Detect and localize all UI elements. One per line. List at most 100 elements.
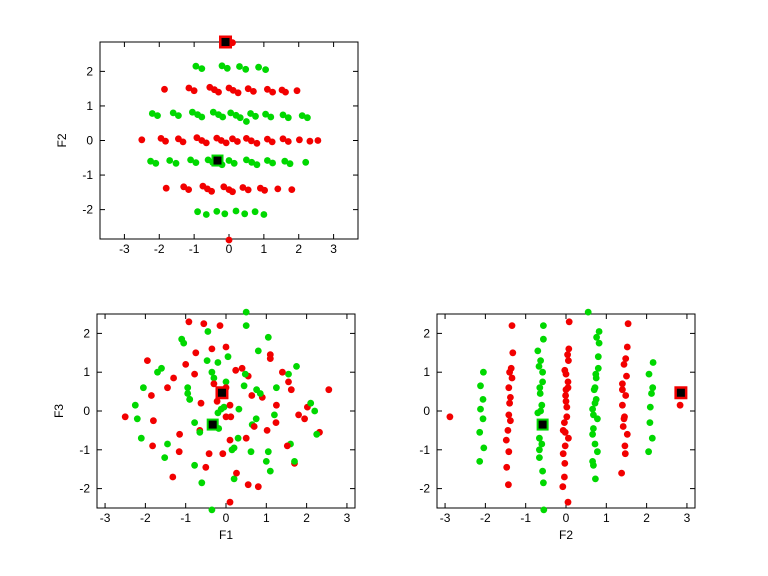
scatter-point-green [241,210,249,218]
scatter-point-green [218,62,226,70]
scatter-point-green [649,359,657,366]
scatter-point-red [261,186,268,194]
scatter-point-red [293,87,301,95]
scatter-point-red [505,481,512,489]
scatter-point-green [236,63,243,70]
scatter-point-green [298,112,306,119]
scatter-point-red [559,483,567,491]
scatter-point-green [536,446,543,454]
scatter-point-green [590,386,598,394]
scatter-point-green [184,390,192,397]
scatter-point-green [164,440,171,448]
x-tick-label: 3 [344,511,351,525]
scatter-point-red [164,384,171,392]
scatter-point-red [210,380,218,388]
scatter-point-red [504,427,512,434]
scatter-point-red [150,417,157,425]
scatter-point-green [304,114,311,122]
scatter-point-red [273,401,280,409]
scatter-point-red [185,318,193,326]
scatter-point-red [248,392,256,399]
scatter-point-green [539,378,546,386]
scatter-point-green [243,156,250,164]
scatter-point-green [266,467,274,475]
scatter-point-green [252,112,259,120]
scatter-point-green [213,208,221,215]
scatter-point-red [505,411,513,419]
scatter-point-green [540,322,547,329]
scatter-point-green [166,157,174,164]
scatter-point-green [271,411,278,419]
scatter-point-red [619,386,626,394]
scatter-point-green [269,159,276,167]
scatter-point-green [196,428,204,436]
scatter-point-red [622,392,630,399]
scatter-point-red [247,137,255,145]
scatter-point-red [508,374,516,382]
scatter-point-red [202,463,210,471]
scatter-point-red [325,386,333,394]
scatter-point-red [179,138,187,146]
scatter-point-red [244,85,252,93]
scatter-point-red [619,380,626,388]
scatter-point-red [244,186,252,194]
scatter-point-red [564,498,572,506]
scatter-point-green [191,419,199,426]
scatter-point-red [234,89,242,97]
scatter-point-red [200,320,208,328]
scatter-point-green [235,405,243,413]
scatter-point-red [295,411,302,419]
scatter-point-green [262,458,270,465]
scatter-point-green [540,506,548,514]
scatter-point-green [535,363,543,370]
scatter-point-red [274,185,282,193]
scatter-point-green [279,111,287,119]
scatter-point-green [534,347,542,355]
scatter-point-red [190,87,198,95]
scatter-point-red [623,430,631,438]
scatter-point-green [284,114,292,122]
scatter-point-red [138,136,146,144]
scatter-point-red [562,397,570,405]
scatter-point-green [209,108,217,116]
x-tick-label: -1 [189,242,200,256]
scatter-point-red [505,448,513,456]
scatter-point-red [226,498,234,506]
scatter-point-red [192,349,200,357]
scatter-point-red [622,355,630,362]
y-tick-label: 0 [83,404,90,418]
scatter-point-green [234,434,242,442]
scatter-point-red [559,450,567,458]
scatter-point-green [242,322,250,329]
scatter-point-green [198,65,206,72]
scatter-point-green [593,333,600,341]
scatter-point-green [232,207,240,215]
scatter-point-green [131,401,139,409]
x-tick-label: -2 [154,242,165,256]
y-tick-label: 2 [86,64,93,78]
scatter-point-red [506,368,513,376]
scatter-point-red [561,419,568,426]
scatter-point-green [589,405,596,413]
scatter-point-red [227,413,235,421]
scatter-point-green [589,458,596,465]
scatter-point-red [219,450,227,458]
scatter-point-green [476,428,484,436]
scatter-point-red [562,386,570,394]
scatter-point-green [539,467,546,475]
scatter-point-red [268,138,276,146]
scatter-point-red [239,184,247,191]
scatter-point-green [223,64,231,72]
scatter-point-red [225,236,233,244]
x-tick-label: 1 [263,511,270,525]
scatter-point-red [288,186,296,194]
x-tick-label: 1 [261,242,268,256]
scatter-point-green [242,65,250,73]
scatter-point-green [584,308,592,316]
y-tick-label: -1 [419,443,430,457]
y-tick-label: -2 [419,482,430,496]
scatter-point-red [561,473,568,481]
scatter-point-green [648,434,656,442]
scatter-point-red [254,483,262,491]
scatter-point-green [648,390,655,397]
